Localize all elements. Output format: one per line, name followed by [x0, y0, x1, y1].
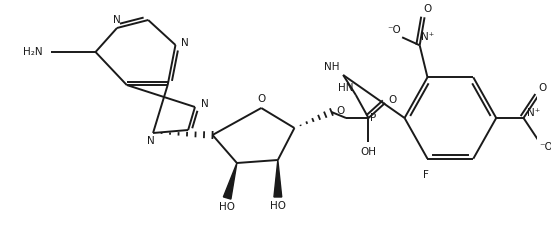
Text: HN: HN [338, 83, 354, 93]
Text: O: O [423, 4, 431, 14]
Text: HO: HO [219, 202, 235, 212]
Text: OH: OH [360, 147, 376, 157]
Text: O: O [336, 106, 344, 116]
Text: N: N [147, 136, 155, 146]
Text: ⁻O: ⁻O [387, 25, 401, 35]
Text: N⁺: N⁺ [527, 108, 540, 118]
Text: O: O [389, 95, 397, 105]
Text: F: F [423, 170, 429, 180]
Polygon shape [223, 163, 237, 199]
Text: H₂N: H₂N [23, 47, 43, 57]
Text: N⁺: N⁺ [421, 32, 434, 42]
Text: P: P [370, 113, 376, 123]
Text: HO: HO [270, 201, 286, 211]
Text: N: N [201, 99, 209, 109]
Text: O: O [257, 94, 266, 104]
Text: O: O [539, 83, 547, 93]
Text: N: N [113, 15, 121, 25]
Text: ⁻O: ⁻O [539, 142, 551, 152]
Text: NH: NH [323, 62, 339, 72]
Text: N: N [181, 38, 189, 48]
Polygon shape [274, 160, 282, 197]
